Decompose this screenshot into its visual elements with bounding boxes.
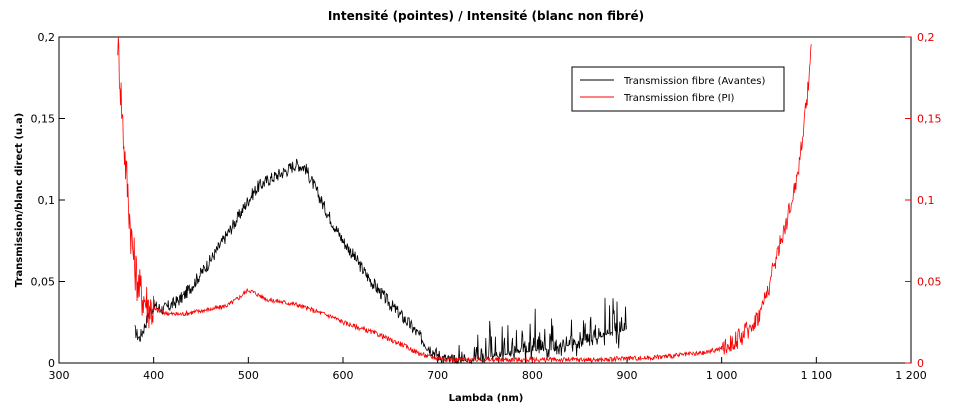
x-tick-label: 300 [49, 369, 70, 382]
x-tick-label: 500 [238, 369, 259, 382]
x-tick-label: 1 100 [801, 369, 833, 382]
y2-tick-label: 0 [917, 357, 924, 370]
y-tick-label: 0,2 [38, 31, 56, 44]
x-axis-label: Lambda (nm) [449, 393, 524, 404]
chart-title: Intensité (pointes) / Intensité (blanc n… [328, 9, 644, 23]
y-axis: 0 0,05 0,1 0,15 0,2 [31, 31, 65, 370]
x-tick-label: 700 [427, 369, 448, 382]
y-tick-label: 0 [48, 357, 55, 370]
series-line-1 [117, 36, 812, 364]
x-tick-label: 1 200 [895, 369, 927, 382]
y2-tick-label: 0,2 [917, 31, 935, 44]
y-tick-label: 0,05 [31, 276, 56, 289]
y-axis-label: Transmission/blanc direct (u.a) [14, 113, 25, 287]
x-tick-label: 1 000 [706, 369, 738, 382]
series-line-0 [134, 158, 627, 365]
series-layer [117, 36, 812, 365]
y2-axis: 0 0,05 0,1 0,15 0,2 [905, 31, 942, 370]
x-tick-label: 800 [522, 369, 543, 382]
legend: Transmission fibre (Avantes) Transmissio… [571, 66, 785, 112]
x-tick-label: 600 [333, 369, 354, 382]
x-axis: 300 400 500 600 700 800 900 1 000 1 100 1 200 [49, 357, 927, 382]
y2-tick-label: 0,15 [917, 113, 942, 126]
y2-tick-label: 0,05 [917, 276, 942, 289]
y-tick-label: 0,1 [38, 194, 56, 207]
legend-label-pi: Transmission fibre (PI) [623, 93, 735, 104]
y-tick-label: 0,15 [31, 113, 56, 126]
legend-label-avantes: Transmission fibre (Avantes) [623, 76, 765, 87]
legend-box [571, 66, 785, 112]
x-tick-label: 900 [617, 369, 638, 382]
x-tick-label: 400 [143, 369, 164, 382]
y2-tick-label: 0,1 [917, 194, 935, 207]
